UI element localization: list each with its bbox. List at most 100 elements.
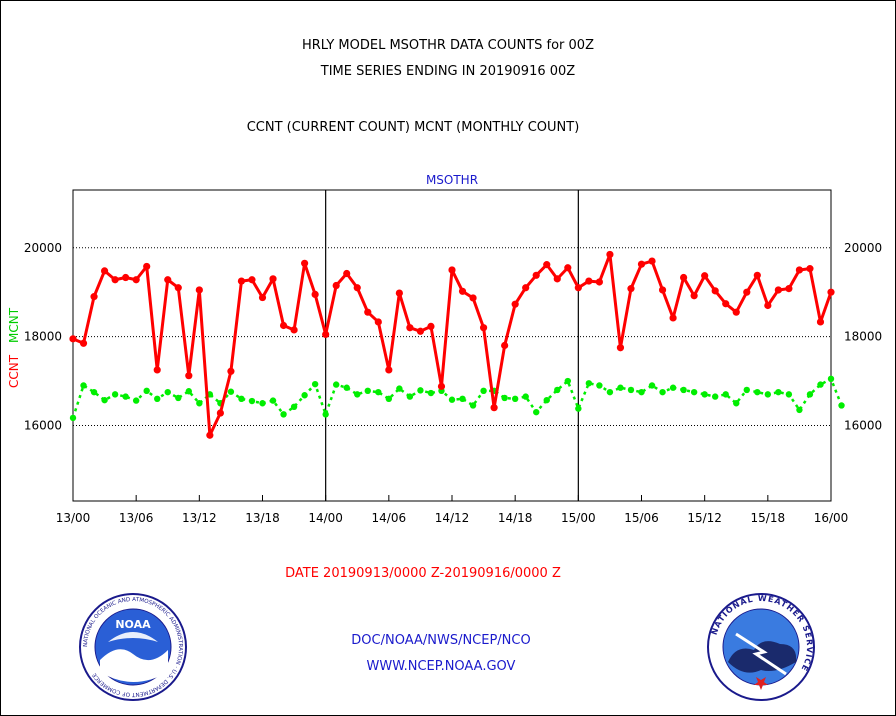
mcnt-point <box>606 388 614 396</box>
mcnt-point <box>543 396 550 404</box>
mcnt-point <box>238 395 245 403</box>
mcnt-point <box>648 382 656 389</box>
mcnt-point <box>733 400 740 407</box>
ccnt-point <box>69 335 77 343</box>
x-tick-label: 13/06 <box>119 511 154 525</box>
mcnt-point <box>364 387 371 395</box>
mcnt-point <box>185 388 193 395</box>
ccnt-point <box>595 278 603 286</box>
y-tick-label-left: 20000 <box>24 241 62 255</box>
ccnt-point <box>574 284 582 292</box>
y-axis-label-ccnt: CCNT <box>7 354 21 388</box>
mcnt-point <box>743 386 750 394</box>
mcnt-point <box>322 411 329 418</box>
ccnt-point <box>627 285 635 293</box>
x-tick-label: 13/18 <box>245 511 280 525</box>
ccnt-point <box>553 275 561 283</box>
mcnt-point <box>722 391 729 398</box>
mcnt-point <box>290 403 298 411</box>
mcnt-point <box>122 393 129 400</box>
ccnt-point <box>385 366 393 374</box>
y-tick-labels-left: 16000 18000 20000 <box>24 241 62 433</box>
x-tick-label: 14/12 <box>435 511 470 525</box>
mcnt-point <box>827 375 835 383</box>
x-tick-label: 14/18 <box>498 511 533 525</box>
ccnt-point <box>501 341 509 350</box>
mcnt-point <box>448 396 456 403</box>
noaa-logo-text: NOAA <box>115 618 151 631</box>
mcnt-point <box>627 386 635 394</box>
mcnt-point <box>659 388 666 396</box>
y-tick-label-right: 18000 <box>844 330 882 344</box>
ccnt-point <box>143 262 151 271</box>
y-axis-label-mcnt: MCNT <box>7 307 21 343</box>
x-tick-label: 13/12 <box>182 511 217 525</box>
y-tick-label-right: 16000 <box>844 418 882 432</box>
ccnt-point <box>364 308 372 316</box>
ccnt-point <box>332 281 340 290</box>
mcnt-point <box>785 391 793 398</box>
mcnt-point <box>511 395 519 403</box>
mcnt-point <box>459 395 466 403</box>
mcnt-point <box>269 397 277 404</box>
ccnt-point <box>690 292 698 300</box>
ccnt-point <box>90 293 98 301</box>
mcnt-point <box>69 414 77 422</box>
mcnt-point <box>143 387 150 395</box>
ccnt-point <box>490 404 498 412</box>
website-text: WWW.NCEP.NOAA.GOV <box>366 659 516 674</box>
ccnt-point <box>406 324 414 332</box>
ccnt-point <box>616 344 625 352</box>
ccnt-point <box>795 266 804 274</box>
x-tick-label: 13/00 <box>56 511 91 525</box>
ccnt-point <box>227 367 235 375</box>
ccnt-point <box>100 267 109 275</box>
mcnt-point <box>301 392 308 399</box>
mcnt-point <box>480 387 487 395</box>
ccnt-point <box>353 284 361 292</box>
ccnt-point <box>153 366 161 374</box>
mcnt-point <box>638 388 645 396</box>
mcnt-point <box>332 381 340 388</box>
ccnt-point <box>732 308 740 316</box>
mcnt-point <box>343 384 350 391</box>
ccnt-point <box>648 257 656 265</box>
ccnt-point <box>448 266 456 274</box>
mcnt-point <box>796 406 803 414</box>
day-boundary-lines <box>325 190 579 501</box>
ccnt-point <box>774 286 782 294</box>
ccnt-point <box>301 259 309 267</box>
ccnt-point <box>764 301 772 310</box>
mcnt-point <box>417 387 424 394</box>
mcnt-point <box>101 396 108 404</box>
ccnt-point <box>206 431 214 439</box>
mcnt-point <box>280 411 287 418</box>
y-tick-labels-right: 16000 18000 20000 <box>844 241 882 433</box>
mcnt-point <box>248 397 256 405</box>
ccnt-point <box>79 339 88 347</box>
ccnt-point <box>427 322 435 330</box>
ccnt-point <box>469 294 477 302</box>
mcnt-point <box>838 402 845 409</box>
ccnt-point <box>248 276 256 284</box>
mcnt-point <box>754 388 761 396</box>
ccnt-point <box>585 277 593 285</box>
mcnt-point <box>175 394 182 402</box>
nws-logo: NATIONAL WEATHER SERVICE <box>707 593 815 701</box>
plot-title: MSOTHR <box>426 173 478 187</box>
mcnt-point <box>80 382 87 389</box>
ccnt-point <box>185 372 193 380</box>
mcnt-point <box>669 384 677 391</box>
mcnt-point <box>354 391 361 398</box>
ccnt-point <box>195 286 203 294</box>
mcnt-point <box>132 397 140 404</box>
mcnt-point <box>690 388 698 396</box>
mcnt-point <box>311 380 319 388</box>
mcnt-point <box>522 393 529 400</box>
ccnt-point <box>522 284 530 292</box>
grid-lines <box>73 247 831 426</box>
chart-title-line1: HRLY MODEL MSOTHR DATA COUNTS for 00Z <box>302 38 594 53</box>
ccnt-point <box>395 289 403 297</box>
x-tick-label: 16/00 <box>814 511 849 525</box>
y-axis-label: CCNT MCNT <box>7 307 21 388</box>
